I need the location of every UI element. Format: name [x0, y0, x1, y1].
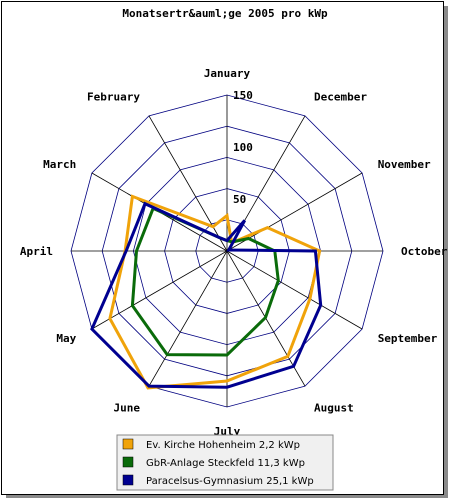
month-labels: JanuaryFebruaryMarchAprilMayJuneJulyAugu…	[20, 67, 448, 438]
month-label-may: May	[56, 332, 76, 345]
tick-label-50: 50	[233, 193, 246, 206]
grid-spoke-5	[148, 250, 228, 387]
month-label-january: January	[204, 67, 251, 80]
series-line-0	[108, 194, 322, 390]
legend: Ev. Kirche Hohenheim 2,2 kWp GbR-Anlage …	[116, 434, 334, 491]
radial-tick-labels: 50 100 150	[233, 89, 253, 206]
legend-label-2: Paracelsus-Gymnasium 25,1 kWp	[146, 476, 314, 487]
radar-series	[90, 194, 323, 390]
month-label-september: September	[378, 332, 438, 345]
legend-swatch-2	[122, 474, 134, 486]
grid-spoke-1	[148, 115, 228, 252]
grid-spoke-8	[226, 250, 363, 330]
month-label-december: December	[314, 90, 367, 103]
tick-label-100: 100	[233, 141, 253, 154]
month-label-november: November	[378, 158, 431, 171]
month-label-october: October	[401, 245, 448, 258]
frame-shadow-bottom	[6, 494, 448, 498]
month-label-april: April	[20, 245, 53, 258]
legend-label-0: Ev. Kirche Hohenheim 2,2 kWp	[146, 440, 300, 451]
month-label-march: March	[43, 158, 76, 171]
month-label-february: February	[87, 90, 140, 103]
month-label-june: June	[114, 402, 141, 415]
legend-box	[116, 434, 334, 491]
grid-spoke-4	[91, 250, 228, 330]
tick-label-150: 150	[233, 89, 253, 102]
month-label-august: August	[314, 402, 354, 415]
chart-title: Monatsertr&auml;ge 2005 pro kWp	[122, 7, 328, 20]
legend-swatch-0	[122, 438, 134, 450]
series-line-2	[90, 201, 323, 389]
legend-label-1: GbR-Anlage Steckfeld 11,3 kWp	[146, 458, 305, 469]
legend-swatch-1	[122, 456, 134, 468]
frame-shadow-right	[444, 6, 448, 498]
